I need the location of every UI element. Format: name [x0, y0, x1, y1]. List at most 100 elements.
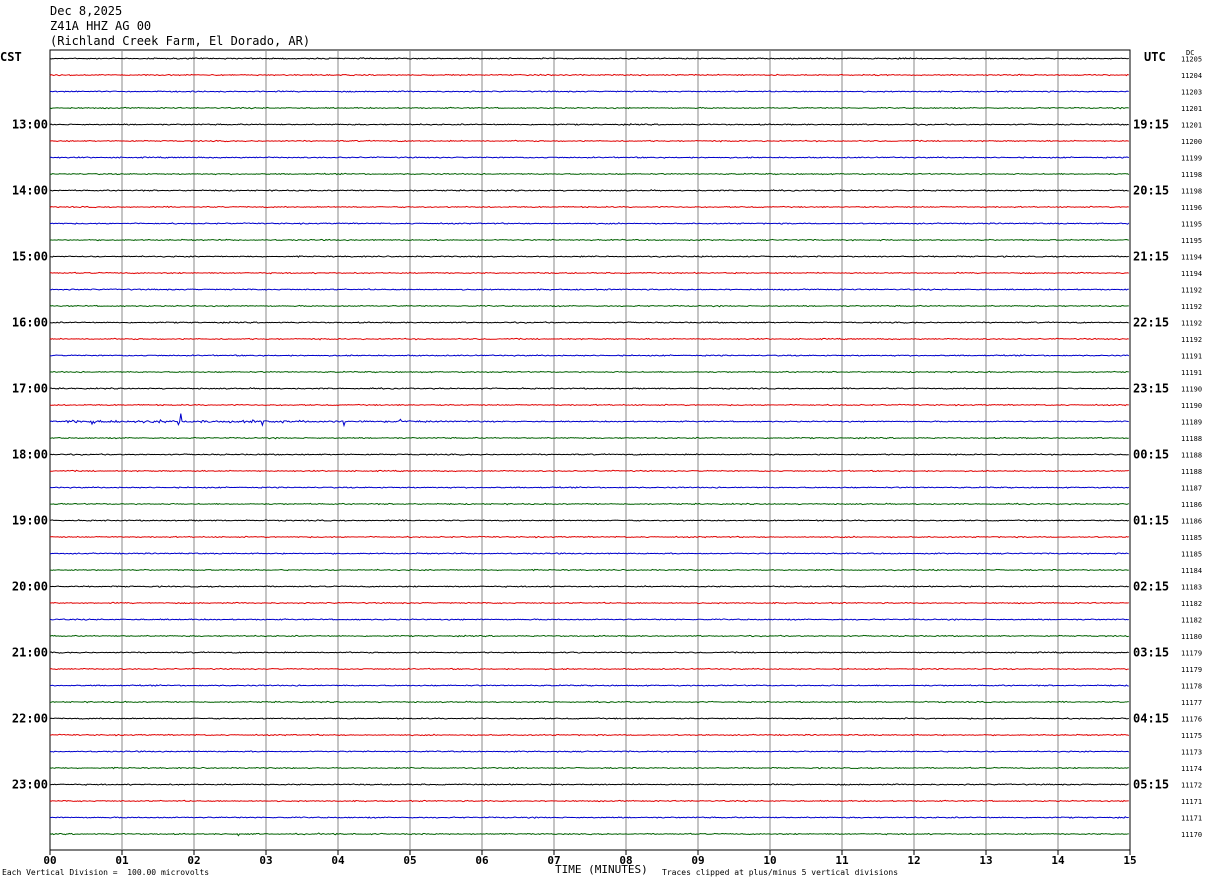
dc-offset-label: 11201 [1181, 122, 1202, 130]
plot-frame [49, 49, 1131, 851]
right-hour-label: 04:15 [1133, 712, 1169, 726]
header-location: (Richland Creek Farm, El Dorado, AR) [50, 34, 311, 48]
trace-row [49, 601, 1129, 605]
dc-offset-label: 11175 [1181, 732, 1202, 740]
left-hour-label: 15:00 [12, 250, 48, 264]
x-tick-label: 05 [403, 854, 416, 867]
trace-row [49, 255, 1129, 258]
trace-row [49, 304, 1129, 308]
trace-row [49, 832, 1129, 837]
trace-row [49, 413, 1129, 428]
dc-offset-label: 11186 [1181, 501, 1202, 509]
trace-row [49, 90, 1129, 93]
dc-offset-label: 11183 [1181, 584, 1202, 592]
trace-row [49, 634, 1129, 638]
x-tick-label: 02 [187, 854, 200, 867]
trace-row [49, 139, 1129, 143]
x-tick-label: 09 [691, 854, 704, 867]
trace-row [49, 585, 1129, 588]
dc-offset-label: 11182 [1181, 600, 1202, 608]
x-tick-label: 04 [331, 854, 345, 867]
right-hour-label: 03:15 [1133, 646, 1169, 660]
trace-row [49, 436, 1129, 440]
left-hour-label: 18:00 [12, 448, 48, 462]
trace-row [49, 222, 1130, 225]
trace-row [49, 502, 1130, 506]
left-hour-label: 20:00 [12, 580, 48, 594]
dc-offset-label: 11188 [1181, 435, 1202, 443]
dc-offset-label: 11192 [1181, 303, 1202, 311]
dc-offset-label: 11194 [1181, 270, 1202, 278]
trace-row [49, 453, 1129, 456]
trace-row [49, 717, 1129, 720]
trace-row [49, 766, 1129, 770]
trace-row [49, 106, 1129, 110]
dc-offset-label: 11195 [1181, 237, 1202, 245]
clip-note: Traces clipped at plus/minus 5 vertical … [662, 868, 899, 877]
dc-offset-label: 11192 [1181, 320, 1202, 328]
trace-row [49, 535, 1129, 539]
trace-row [49, 238, 1129, 242]
dc-offset-label: 11179 [1181, 666, 1202, 674]
trace-row [49, 172, 1130, 176]
dc-offset-label: 11204 [1181, 72, 1202, 80]
dc-offset-label: 11171 [1181, 798, 1202, 806]
right-hour-label: 21:15 [1133, 250, 1169, 264]
right-hour-label: 02:15 [1133, 580, 1169, 594]
trace-row [49, 552, 1129, 555]
dc-column-label: DC [1186, 49, 1195, 57]
x-tick-label: 13 [979, 854, 992, 867]
dc-offset-label: 11185 [1181, 551, 1202, 559]
dc-offset-label: 11170 [1181, 831, 1202, 839]
left-hour-label: 23:00 [12, 778, 48, 792]
trace-row [49, 568, 1129, 572]
right-hour-label: 01:15 [1133, 514, 1169, 528]
trace-row [49, 123, 1129, 126]
trace-row [49, 57, 1129, 60]
right-hour-label: 19:15 [1133, 118, 1169, 132]
x-tick-label: 14 [1051, 854, 1065, 867]
dc-offset-label: 11184 [1181, 567, 1202, 575]
trace-row [49, 519, 1130, 522]
right-hour-label: 00:15 [1133, 448, 1169, 462]
trace-row [49, 403, 1129, 407]
header-station: Z41A HHZ AG 00 [50, 19, 152, 33]
x-tick-label: 00 [43, 854, 56, 867]
dc-offset-label: 11171 [1181, 815, 1202, 823]
trace-row [49, 700, 1129, 704]
dc-offset-label: 11188 [1181, 452, 1202, 460]
trace-row [49, 486, 1130, 489]
dc-offset-label: 11174 [1181, 765, 1202, 773]
trace-row [49, 750, 1129, 753]
trace-row [49, 387, 1129, 390]
trace-row [49, 205, 1129, 209]
trace-row [49, 354, 1130, 357]
trace-row [49, 271, 1129, 275]
trace-row [50, 469, 1129, 473]
trace-row [49, 618, 1129, 621]
left-hour-label: 13:00 [12, 118, 48, 132]
left-hour-label: 14:00 [12, 184, 48, 198]
right-hour-label: 23:15 [1133, 382, 1169, 396]
trace-row [49, 667, 1129, 671]
dc-offset-label: 11188 [1181, 468, 1202, 476]
dc-offset-label: 11203 [1181, 89, 1202, 97]
x-tick-label: 15 [1123, 854, 1136, 867]
x-axis-title: TIME (MINUTES) [555, 863, 648, 876]
dc-offset-label: 11198 [1181, 188, 1202, 196]
dc-offset-label: 11187 [1181, 485, 1202, 493]
dc-offset-label: 11205 [1181, 56, 1202, 64]
trace-row [49, 321, 1129, 324]
dc-offset-label: 11191 [1181, 353, 1202, 361]
dc-offset-label: 11190 [1181, 386, 1202, 394]
dc-offset-label: 11195 [1181, 221, 1202, 229]
left-hour-label: 16:00 [12, 316, 48, 330]
left-timezone-label: CST [0, 50, 22, 64]
trace-row [49, 684, 1129, 687]
dc-offset-label: 11185 [1181, 534, 1202, 542]
x-tick-label: 03 [259, 854, 272, 867]
x-tick-label: 06 [475, 854, 489, 867]
trace-row [49, 156, 1129, 159]
left-hour-label: 19:00 [12, 514, 48, 528]
header-date: Dec 8,2025 [50, 4, 123, 18]
